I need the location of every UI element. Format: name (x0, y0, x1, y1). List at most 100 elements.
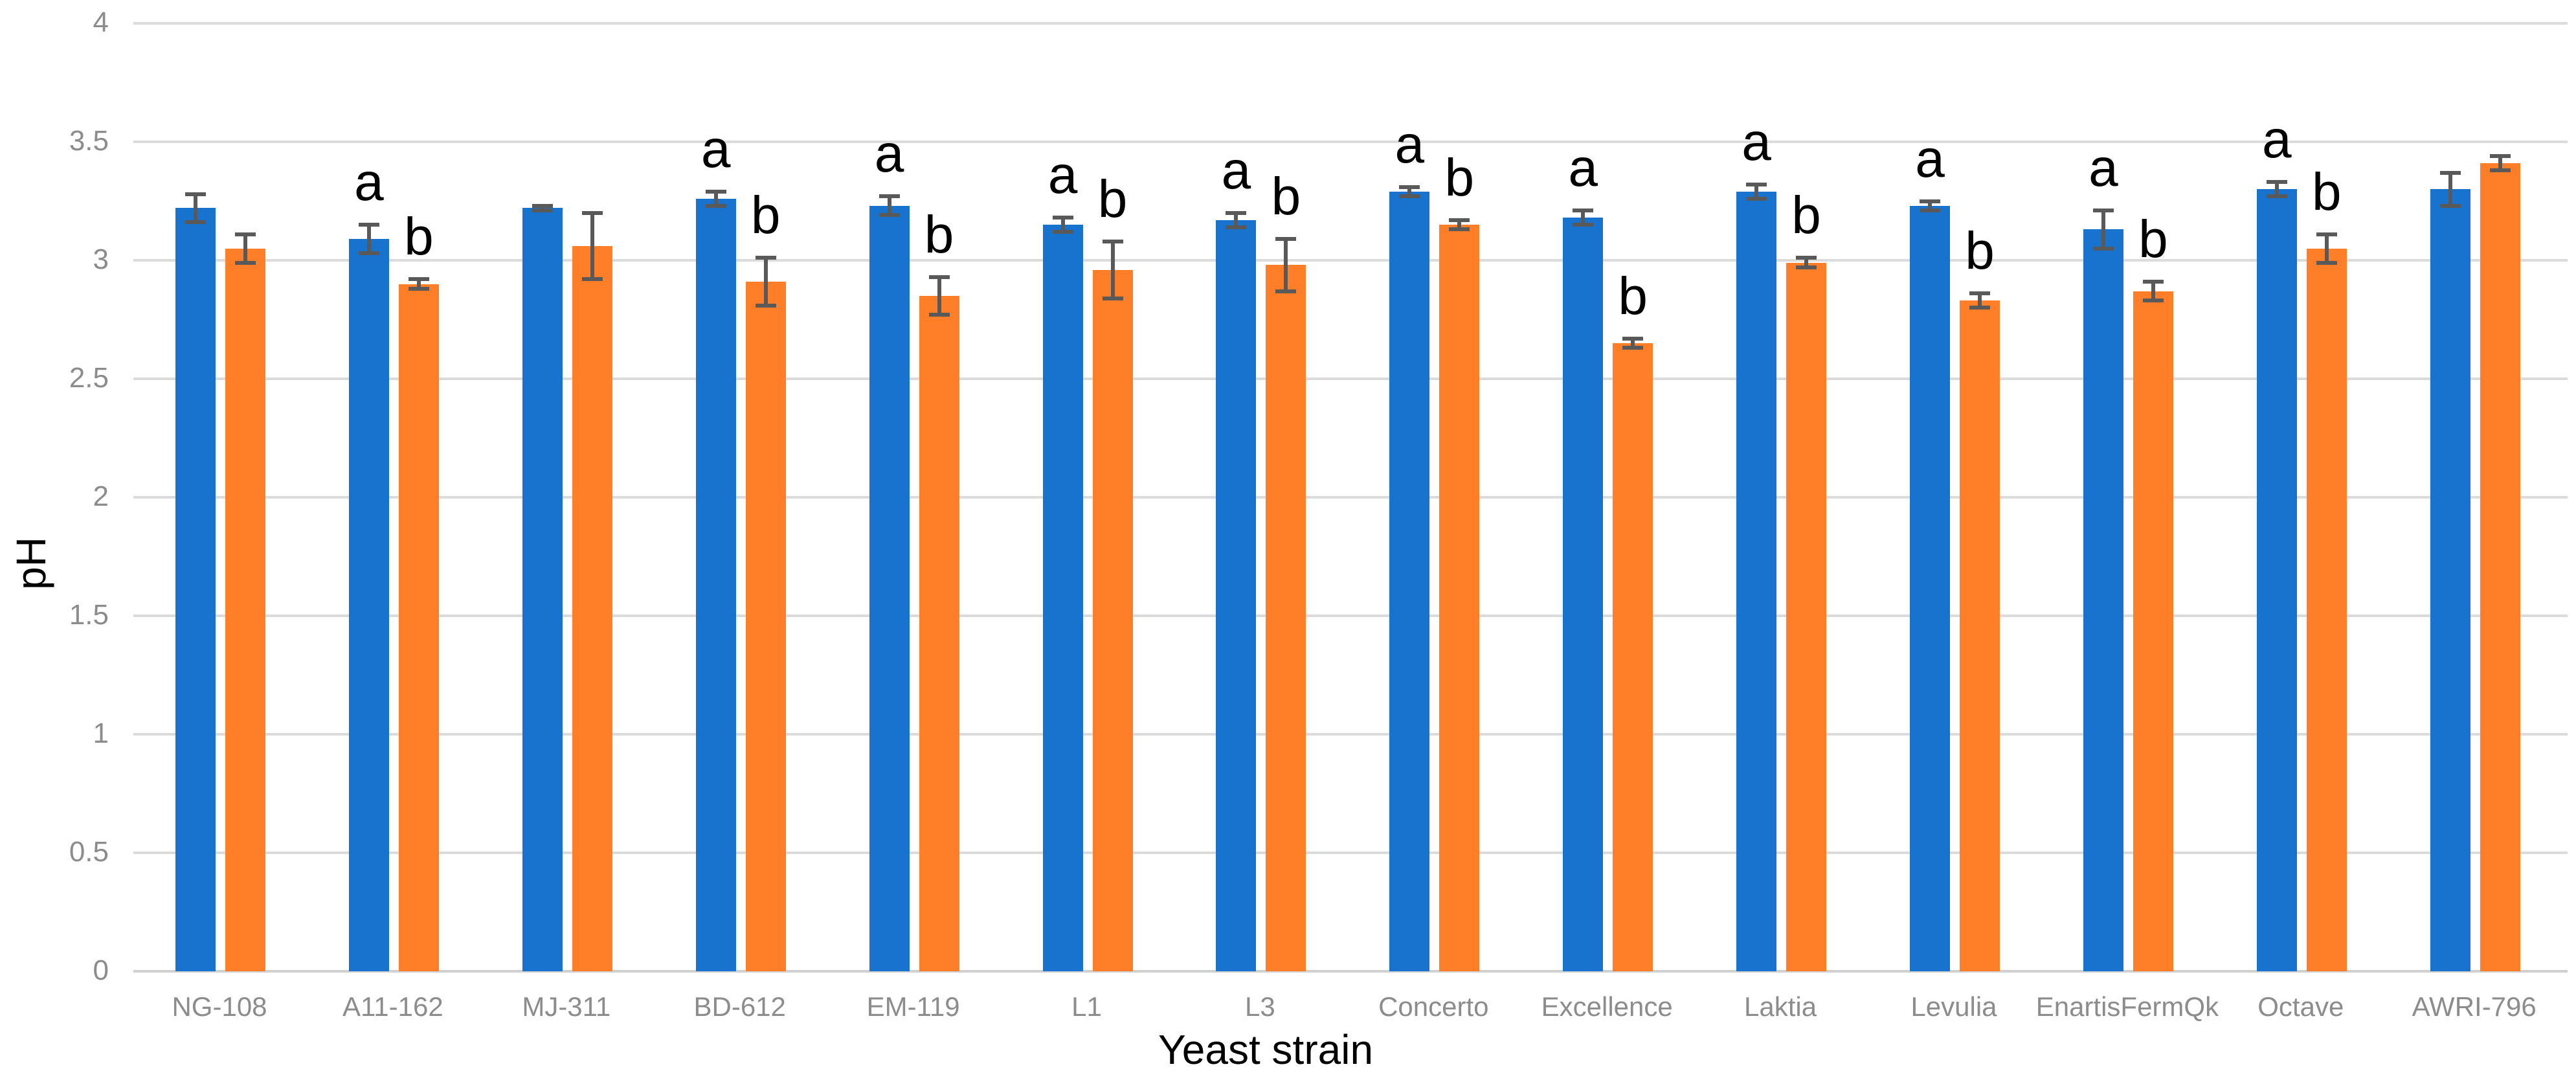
x-tick-label: MJ-311 (522, 991, 611, 1022)
x-axis-title: Yeast strain (1158, 1026, 1374, 1073)
bar-blue-series-MJ-311 (522, 208, 563, 971)
y-tick-label: 2.5 (69, 362, 109, 394)
bar-orange-series-A11-162 (398, 284, 439, 971)
error-bar (2101, 210, 2105, 249)
significance-letter: a (2261, 110, 2292, 170)
y-tick-label: 0.5 (69, 836, 109, 868)
error-bar (1978, 293, 1982, 308)
error-bar (590, 212, 594, 280)
error-bar-cap-bottom (2092, 246, 2114, 251)
y-tick-label: 2 (93, 480, 109, 512)
bar-blue-series-NG-108 (175, 208, 216, 971)
error-bar-cap-top (1052, 216, 1073, 220)
error-bar-cap-bottom (185, 220, 206, 225)
error-bar-cap-top (1102, 239, 1123, 243)
error-bar-cap-top (1920, 199, 1940, 203)
error-bar-cap-top (755, 256, 776, 260)
x-tick-label: NG-108 (172, 991, 267, 1022)
error-bar-cap-bottom (1920, 209, 1940, 213)
significance-letter: a (1221, 141, 1251, 200)
bar-blue-series-Laktia (1736, 191, 1777, 971)
error-bar-cap-bottom (1275, 289, 1297, 293)
gridline (133, 378, 2568, 380)
error-bar (366, 225, 371, 253)
error-bar-cap-top (2439, 170, 2461, 175)
gridline (133, 22, 2568, 25)
error-bar-cap-bottom (1796, 265, 1817, 269)
error-bar-cap-bottom (1969, 306, 1990, 310)
bar-blue-series-EM-119 (869, 205, 910, 971)
significance-letter: b (924, 205, 954, 264)
gridline (133, 496, 2568, 499)
bar-orange-series-NG-108 (225, 248, 265, 971)
error-bar-cap-top (2142, 279, 2164, 284)
significance-letter: b (750, 186, 781, 245)
significance-letter: a (1568, 139, 1598, 198)
x-tick-label: L1 (1071, 991, 1102, 1022)
error-bar (243, 234, 247, 263)
error-bar (713, 191, 718, 206)
error-bar-cap-top (1399, 185, 1420, 189)
x-tick-label: AWRI-796 (2412, 991, 2537, 1022)
bar-orange-series-L3 (1266, 265, 1306, 971)
error-bar-cap-top (1969, 291, 1990, 296)
bar-orange-series-Excellence (1613, 343, 1653, 971)
x-tick-label: Excellence (1541, 991, 1673, 1022)
error-bar-cap-bottom (581, 277, 603, 282)
x-tick-label: EnartisFermQk (2035, 991, 2219, 1022)
x-tick-label: BD-612 (693, 991, 786, 1022)
error-bar (1407, 186, 1412, 197)
error-bar-cap-bottom (408, 286, 429, 291)
error-bar-cap-top (1796, 256, 1817, 260)
x-tick-label: Octave (2257, 991, 2344, 1022)
error-bar-cap-bottom (358, 251, 379, 256)
error-bar-cap-top (235, 232, 256, 236)
error-bar-cap-top (1573, 209, 1594, 213)
x-tick-label: Levulia (1910, 991, 1997, 1022)
bar-orange-series-Octave (2306, 248, 2347, 971)
error-bar-cap-bottom (1052, 230, 1073, 234)
x-axis-line (133, 970, 2568, 973)
error-bar-cap-top (2316, 232, 2337, 236)
error-bar (1284, 239, 1288, 291)
gridline (133, 614, 2568, 617)
y-tick-label: 3 (93, 243, 109, 275)
bar-blue-series-Levulia (1910, 205, 1950, 971)
significance-letter: a (354, 153, 384, 212)
significance-letter: b (1791, 186, 1821, 245)
error-bar (194, 194, 197, 223)
error-bar (1234, 212, 1238, 227)
gridline (133, 733, 2568, 736)
y-tick-label: 1 (93, 717, 109, 749)
error-bar-cap-bottom (755, 303, 776, 308)
error-bar-cap-bottom (1226, 225, 1247, 229)
y-tick-label: 0 (93, 954, 109, 986)
error-bar-cap-top (1275, 237, 1297, 242)
error-bar-cap-bottom (928, 313, 950, 317)
error-bar (1457, 220, 1462, 230)
error-bar-cap-bottom (2142, 299, 2164, 303)
error-bar (1804, 258, 1809, 267)
error-bar (1581, 210, 1585, 225)
error-bar (1060, 218, 1065, 232)
error-bar (1928, 201, 1932, 211)
bar-blue-series-L1 (1042, 225, 1083, 971)
bar-orange-series-EnartisFermQk (2133, 291, 2173, 971)
bar-blue-series-AWRI-796 (2430, 189, 2470, 971)
error-bar-cap-bottom (705, 203, 726, 208)
y-tick-label: 3.5 (69, 125, 109, 157)
error-bar (2498, 155, 2502, 170)
error-bar-cap-bottom (1102, 296, 1123, 300)
bar-blue-series-Concerto (1389, 191, 1430, 971)
significance-letter: a (874, 124, 904, 184)
bar-orange-series-Levulia (1960, 300, 2000, 971)
gridline (133, 259, 2568, 262)
error-bar-cap-top (1226, 210, 1247, 215)
error-bar (763, 258, 768, 306)
error-bar (2274, 182, 2279, 197)
significance-letter: a (700, 119, 731, 179)
error-bar-cap-bottom (1449, 227, 1470, 232)
significance-letter: a (1047, 146, 1078, 205)
x-tick-label: Concerto (1378, 991, 1489, 1022)
